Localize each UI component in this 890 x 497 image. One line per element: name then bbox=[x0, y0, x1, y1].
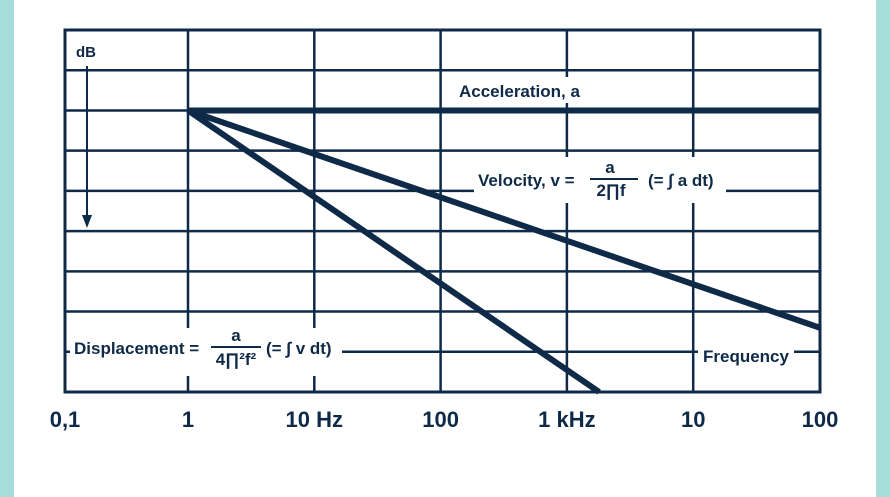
x-tick-label: 0,1 bbox=[50, 407, 81, 432]
x-axis-label: Frequency bbox=[703, 347, 790, 366]
displacement-denominator: 4∏²f² bbox=[216, 350, 257, 369]
velocity-line bbox=[187, 107, 821, 331]
velocity-annotation: Velocity, v = a 2∏f (= ∫ a dt) bbox=[474, 157, 726, 203]
velocity-numerator: a bbox=[605, 158, 615, 177]
x-tick-label: 1 kHz bbox=[538, 407, 595, 432]
chart-x-ticks: 0,1 1 10 Hz 100 1 kHz 10 100 bbox=[50, 407, 839, 432]
chart-grid bbox=[63, 28, 822, 394]
y-axis-label: dB bbox=[76, 44, 96, 61]
velocity-integral: (= ∫ a dt) bbox=[648, 171, 714, 190]
velocity-label: Velocity, v = bbox=[478, 171, 575, 190]
acceleration-label: Acceleration, a bbox=[459, 82, 580, 101]
displacement-integral: (= ∫ v dt) bbox=[266, 339, 332, 358]
acceleration-annotation: Acceleration, a bbox=[454, 77, 584, 103]
frequency-annotation: Frequency bbox=[698, 344, 794, 368]
plot-border bbox=[63, 28, 822, 394]
displacement-line bbox=[186, 107, 601, 395]
displacement-annotation: Displacement = a 4∏²f² (= ∫ v dt) bbox=[70, 326, 342, 376]
x-tick-label: 100 bbox=[422, 407, 459, 432]
x-tick-label: 1 bbox=[182, 407, 194, 432]
y-axis-arrow-head bbox=[82, 215, 92, 228]
x-tick-label: 100 bbox=[802, 407, 839, 432]
x-tick-label: 10 bbox=[681, 407, 705, 432]
velocity-denominator: 2∏f bbox=[596, 181, 625, 200]
displacement-label: Displacement = bbox=[74, 339, 199, 358]
displacement-numerator: a bbox=[231, 326, 241, 345]
chart-series bbox=[186, 107, 821, 395]
x-tick-label: 10 Hz bbox=[286, 407, 343, 432]
